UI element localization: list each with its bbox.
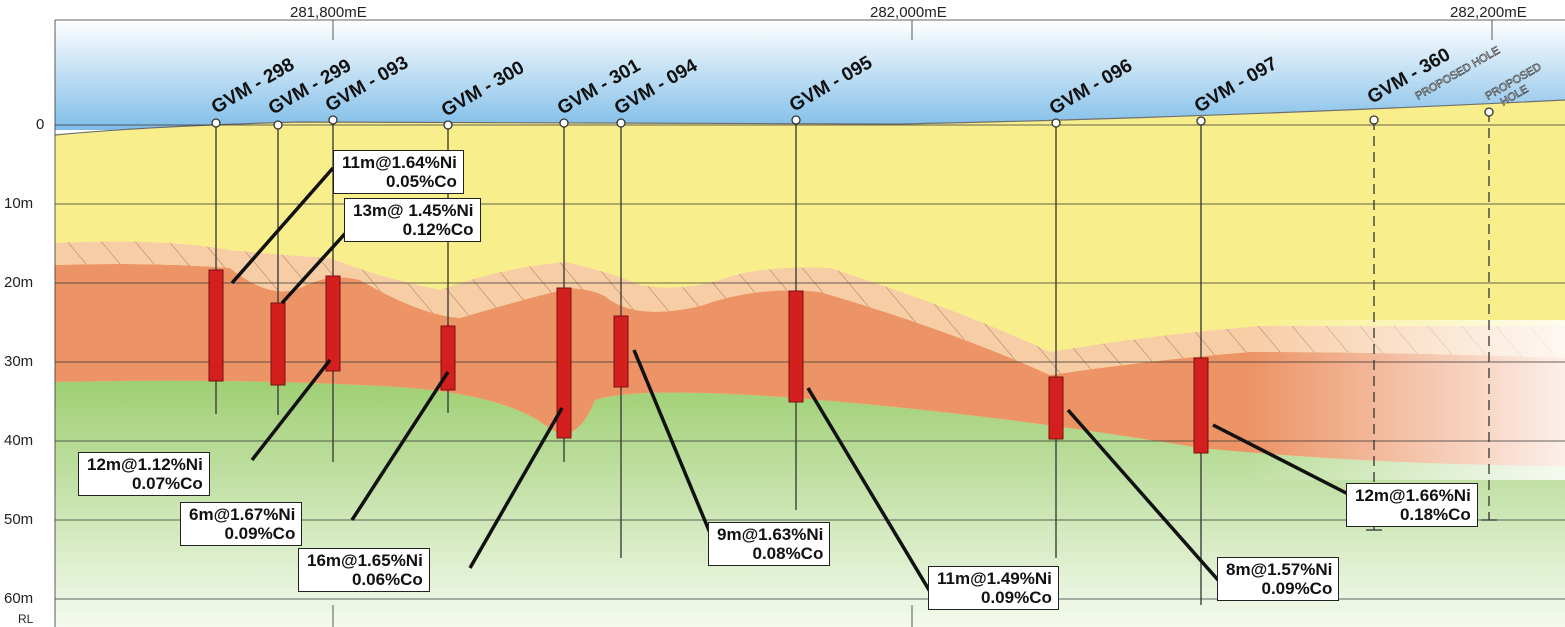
ore-intercept-gvm-094 [613,315,629,388]
easting-label: 281,800mE [290,4,367,21]
ore-intercept-gvm-096 [1048,376,1064,440]
ore-intercept-gvm-300 [440,325,456,391]
transition-zone [55,241,1565,375]
rl-label: 60m [4,590,34,607]
intercept-callout-gvm-093: 12m@1.12%Ni 0.07%Co [78,452,210,496]
intercept-cobalt: 0.09%Co [224,524,296,543]
rl-label: 20m [4,274,34,291]
ore-intercept-gvm-095 [788,290,804,403]
intercept-cobalt: 0.12%Co [402,220,474,239]
ore-intercepts [208,269,1209,454]
intercept-callout-gvm-300: 6m@1.67%Ni 0.09%Co [180,502,303,546]
intercept-callout-gvm-095: 11m@1.49%Ni 0.09%Co [928,566,1059,610]
intercept-callout-gvm-301: 16m@1.65%Ni 0.06%Co [298,548,430,592]
bedrock-layer [55,380,1565,627]
intercept-grade: 16m@1.65%Ni [307,551,423,570]
ore-intercept-gvm-299 [270,302,286,386]
easting-label: 282,200mE [1450,4,1527,21]
ore-intercept-gvm-301 [556,287,572,439]
rl-label: 30m [4,353,34,370]
intercept-callout-gvm-094: 9m@1.63%Ni 0.08%Co [708,522,831,566]
leader-lines [230,166,1351,596]
ore-intercept-gvm-093 [325,275,341,372]
intercept-grade: 12m@1.66%Ni [1355,486,1471,505]
intercept-cobalt: 0.09%Co [1261,579,1333,598]
intercept-callout-gvm-096: 8m@1.57%Ni 0.09%Co [1217,557,1340,601]
intercept-cobalt: 0.18%Co [1399,505,1471,524]
saprolite-layer [55,264,1565,466]
intercept-callout-gvm-097: 12m@1.66%Ni 0.18%Co [1346,483,1478,527]
intercept-cobalt: 0.09%Co [981,588,1052,607]
ground-surface [54,99,1565,136]
intercept-grade: 12m@1.12%Ni [87,455,203,474]
intercept-callout-gvm-298: 11m@1.64%Ni 0.05%Co [333,150,464,194]
rl-label: 40m [4,432,34,449]
rl-label: 0 [36,116,45,133]
intercept-grade: 9m@1.63%Ni [717,525,824,544]
ore-intercept-gvm-097 [1193,357,1209,454]
easting-label: 282,000mE [870,4,947,21]
intercept-grade: 11m@1.49%Ni [937,569,1052,588]
intercept-grade: 6m@1.67%Ni [189,505,296,524]
intercept-grade: 13m@ 1.45%Ni [353,201,474,220]
rl-label: RL [18,612,34,626]
intercept-grade: 8m@1.57%Ni [1226,560,1333,579]
rl-label: 50m [4,511,34,528]
intercept-callout-gvm-299: 13m@ 1.45%Ni 0.12%Co [344,198,481,242]
intercept-cobalt: 0.07%Co [131,474,203,493]
rl-label: 10m [4,195,34,212]
right-fade [1250,320,1565,480]
intercept-cobalt: 0.08%Co [752,544,824,563]
ore-intercept-gvm-298 [208,269,224,382]
intercept-cobalt: 0.05%Co [386,172,457,191]
intercept-cobalt: 0.06%Co [351,570,423,589]
intercept-grade: 11m@1.64%Ni [342,153,457,172]
